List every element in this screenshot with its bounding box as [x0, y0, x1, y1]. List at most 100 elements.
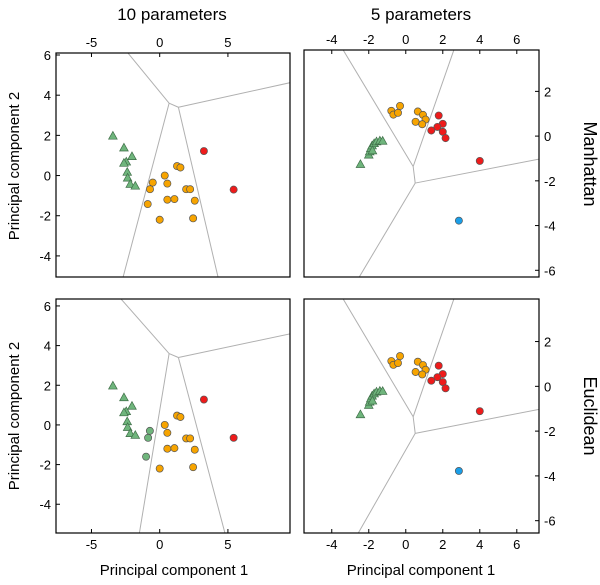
voronoi-boundary — [177, 357, 226, 533]
x-tick-label: 2 — [439, 32, 446, 47]
data-point-cluster-green-triangle — [130, 180, 141, 190]
data-point-cluster-orange — [143, 200, 152, 209]
data-point-cluster-orange — [394, 108, 402, 117]
voronoi-boundary — [415, 158, 539, 184]
data-point-cluster-green-triangle — [108, 380, 118, 390]
panel-5p-euclidean: -4 -2 0 2 4 6 2 0 -2 -4 -6 — [303, 298, 556, 552]
y-axis-label-top: Principal component 2 — [6, 92, 23, 240]
data-point-cluster-green-triangle — [130, 430, 141, 439]
voronoi-boundary — [357, 433, 416, 533]
data-point-cluster-orange — [155, 464, 164, 473]
data-point-cluster-orange — [163, 428, 172, 437]
y-tick-label: -4 — [544, 219, 556, 234]
data-point-cluster-green-triangle — [119, 407, 129, 417]
data-point-cluster-green-triangle — [377, 386, 388, 395]
y-tick-label: 2 — [44, 378, 51, 393]
y-tick-label: -4 — [39, 249, 51, 264]
data-point-cluster-red — [427, 126, 436, 135]
data-point-cluster-red — [433, 122, 442, 131]
voronoi-boundary — [412, 50, 455, 167]
voronoi-boundary — [342, 299, 414, 418]
y-tick-label: 2 — [544, 335, 551, 350]
x-axis-label-right: Principal component 1 — [347, 562, 495, 579]
plot-area — [108, 53, 290, 277]
data-point-cluster-blue — [454, 216, 463, 225]
data-point-cluster-orange — [176, 163, 185, 172]
data-point-cluster-green-triangle — [122, 422, 133, 431]
voronoi-boundary — [342, 50, 414, 167]
data-point-cluster-red — [199, 147, 208, 155]
data-point-cluster-green-circle — [144, 433, 153, 442]
x-tick-label: -4 — [326, 537, 338, 552]
data-point-cluster-green-circle — [145, 426, 154, 435]
data-point-cluster-orange — [148, 178, 157, 187]
voronoi-boundary — [358, 182, 416, 277]
y-axis-label-bottom: Principal component 2 — [6, 342, 23, 490]
panel-10p-euclidean: -5 0 5 6 4 2 0 -2 -4 — [39, 298, 291, 552]
x-axis-label-left: Principal component 1 — [100, 562, 248, 579]
data-point-cluster-orange — [160, 171, 169, 180]
data-point-cluster-red — [199, 395, 208, 404]
data-point-cluster-green-triangle — [119, 142, 129, 152]
y-tick-label: 0 — [44, 169, 51, 184]
panel-5p-manhattan: -4 -2 0 2 4 6 2 0 -2 -4 -6 — [303, 32, 556, 278]
y-tick-label: 0 — [44, 418, 51, 433]
y-tick-label: -4 — [544, 469, 556, 484]
y-tick-label: -2 — [39, 209, 51, 224]
data-point-cluster-orange — [186, 434, 195, 443]
data-point-cluster-orange — [396, 101, 404, 110]
x-tick-label: 5 — [224, 35, 231, 50]
x-tick-label: 4 — [476, 537, 483, 552]
data-point-cluster-orange — [155, 215, 164, 224]
y-tick-label: -2 — [39, 458, 51, 473]
data-point-cluster-red — [229, 433, 238, 442]
data-point-cluster-red — [434, 361, 443, 370]
x-tick-label: 0 — [156, 35, 163, 50]
data-point-cluster-green-triangle — [119, 157, 129, 167]
x-tick-label: 6 — [513, 537, 520, 552]
y-tick-label: -6 — [544, 263, 556, 278]
x-tick-label: -2 — [363, 32, 375, 47]
y-tick-label: -2 — [544, 174, 556, 189]
data-point-cluster-orange — [411, 117, 420, 126]
data-point-cluster-red — [433, 373, 442, 382]
x-tick-label: -2 — [363, 537, 375, 552]
plot-frame — [55, 52, 291, 278]
plot-frame — [303, 298, 540, 534]
data-point-cluster-orange — [146, 185, 154, 194]
data-point-cluster-orange — [163, 444, 172, 453]
data-point-cluster-orange — [394, 359, 402, 367]
voronoi-boundary — [122, 103, 170, 277]
data-point-cluster-orange — [396, 352, 404, 361]
data-point-cluster-green-triangle — [355, 409, 366, 419]
data-point-cluster-green-triangle — [367, 395, 378, 405]
x-tick-label: 2 — [439, 537, 446, 552]
x-tick-label: -4 — [326, 32, 338, 47]
plot-frame — [55, 298, 291, 534]
voronoi-boundary — [412, 299, 455, 417]
x-tick-label: 0 — [402, 537, 409, 552]
column-title-10-parameters: 10 parameters — [117, 5, 227, 24]
plot-area — [342, 299, 539, 533]
x-tick-label: 5 — [224, 537, 231, 552]
data-point-cluster-green-triangle — [119, 392, 129, 402]
voronoi-boundary — [127, 53, 170, 104]
data-point-cluster-orange — [418, 120, 427, 129]
data-point-cluster-red — [475, 156, 484, 165]
data-point-cluster-orange — [186, 185, 195, 194]
y-tick-label: -2 — [544, 424, 556, 439]
voronoi-boundary — [415, 408, 539, 434]
data-point-cluster-orange — [411, 368, 420, 376]
data-point-cluster-orange — [170, 444, 179, 453]
voronoi-boundary — [168, 102, 179, 108]
data-point-cluster-green-triangle — [367, 145, 378, 155]
y-tick-label: 6 — [44, 48, 51, 63]
y-tick-label: 0 — [544, 129, 551, 144]
data-point-cluster-orange — [418, 370, 427, 379]
data-point-cluster-green-triangle — [108, 130, 118, 140]
data-point-cluster-red — [441, 384, 450, 393]
y-tick-label: 4 — [44, 339, 51, 354]
y-tick-label: 2 — [544, 84, 551, 99]
data-point-cluster-green-triangle — [125, 178, 136, 188]
